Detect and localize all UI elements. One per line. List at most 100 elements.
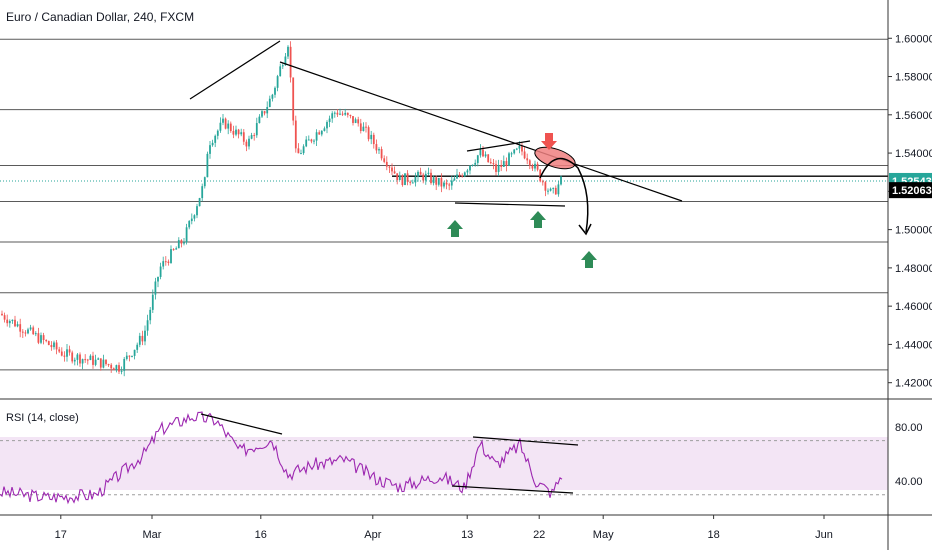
candle-body	[474, 162, 477, 165]
candle-body	[206, 153, 209, 178]
price-tick-label: 1.50000	[895, 225, 932, 237]
candle-body	[237, 129, 240, 135]
candle-body	[14, 319, 16, 327]
candle-body	[157, 276, 159, 282]
candle-body	[258, 116, 261, 124]
candle-body	[362, 126, 365, 132]
candle-body	[138, 335, 141, 345]
rsi-trend-upper	[472, 436, 579, 446]
candle-body	[487, 154, 490, 163]
candle-body	[289, 46, 292, 78]
candle-body	[349, 114, 352, 117]
candle-body	[240, 132, 243, 135]
candle-body	[214, 135, 217, 143]
candle-body	[549, 188, 552, 191]
drawings	[189, 40, 683, 494]
candle-body	[318, 132, 321, 135]
candle-body	[29, 327, 32, 330]
time-tick-label: 13	[461, 529, 473, 541]
candle-body	[58, 349, 61, 352]
candle-body	[255, 123, 258, 136]
candle-body	[310, 139, 313, 142]
candle-body	[341, 113, 344, 115]
candle-body	[27, 329, 29, 334]
candle-body	[432, 177, 435, 184]
candle-body	[170, 249, 172, 263]
rsi-line	[0, 411, 563, 505]
candle-body	[294, 120, 297, 149]
candle-body	[229, 123, 232, 131]
candle-body	[411, 182, 414, 184]
candle-body	[172, 249, 175, 251]
candle-body	[125, 355, 128, 359]
candle-body	[68, 349, 71, 353]
candle-body	[370, 134, 373, 140]
rsi-tick-label: 40.00	[895, 476, 923, 488]
candle-body	[73, 359, 76, 362]
price-tick-label: 1.44000	[895, 339, 932, 351]
candle-body	[437, 177, 440, 185]
candle-body	[383, 158, 386, 162]
up-arrow	[581, 251, 597, 268]
candle-body	[11, 319, 14, 321]
candle-body	[396, 173, 399, 181]
candle-body	[510, 153, 513, 155]
axes: 1.42000 1.44000 1.46000 1.48000 1.50000 1.520…	[55, 33, 932, 541]
candle-body	[443, 182, 445, 187]
chart-title: Euro / Canadian Dollar, 240, FXCM	[6, 10, 195, 24]
up-arrow	[530, 211, 546, 228]
candle-body	[149, 309, 152, 321]
candle-body	[242, 132, 245, 142]
candle-body	[203, 177, 206, 187]
candle-body	[37, 333, 40, 343]
candle-body	[300, 153, 302, 155]
candle-body	[422, 174, 425, 181]
candle-body	[471, 164, 474, 166]
candle-body	[505, 161, 508, 166]
candle-body	[141, 335, 144, 342]
candle-body	[232, 130, 235, 135]
candle-body	[297, 148, 300, 154]
candle-body	[331, 113, 334, 119]
candle-body	[346, 112, 349, 115]
candle-body	[89, 355, 92, 361]
candle-body	[466, 170, 469, 173]
price-label-box	[889, 182, 932, 199]
candle-body	[3, 315, 6, 320]
candle-body	[385, 161, 388, 167]
candle-body	[398, 175, 401, 181]
candle-body	[154, 281, 157, 295]
projection-arrowhead	[578, 223, 592, 236]
candle-body	[180, 240, 183, 244]
candle-body	[105, 359, 107, 365]
candle-body	[450, 180, 453, 186]
candle-body	[34, 333, 37, 335]
candle-body	[547, 190, 549, 192]
candle-body	[354, 119, 357, 123]
candle-body	[461, 175, 464, 177]
candle-body	[24, 332, 27, 334]
candle-body	[521, 145, 523, 152]
candle-body	[536, 163, 539, 170]
candle-body	[60, 351, 63, 356]
candle-body	[497, 165, 500, 172]
candle-body	[123, 358, 126, 371]
candle-body	[201, 186, 204, 199]
candle-body	[274, 87, 276, 95]
candle-body	[227, 123, 230, 129]
candle-body	[71, 352, 74, 362]
candle-body	[401, 175, 404, 186]
trend-line-minor-top	[466, 140, 531, 152]
candle-body	[372, 134, 375, 145]
candle-body	[281, 65, 284, 67]
candle-body	[279, 66, 282, 77]
candle-body	[263, 111, 266, 114]
candle-body	[183, 242, 185, 244]
price-series	[1, 41, 562, 377]
time-tick-label: Mar	[143, 529, 162, 541]
candle-body	[313, 140, 315, 142]
candle-body	[133, 349, 136, 356]
candle-body	[326, 122, 328, 129]
candle-body	[482, 149, 484, 157]
